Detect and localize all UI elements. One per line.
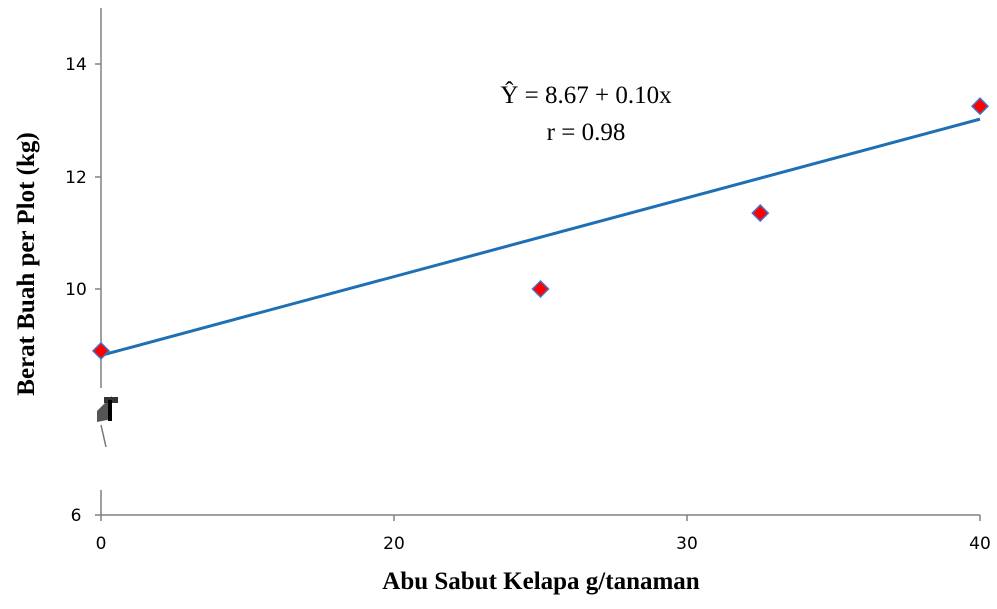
y-tick-label-14: 14 bbox=[65, 55, 87, 75]
x-tick-label-20: 20 bbox=[383, 534, 405, 554]
y-tick-label-12: 12 bbox=[65, 168, 87, 188]
x-axis-title: Abu Sabut Kelapa g/tanaman bbox=[382, 568, 700, 595]
data-point-30 bbox=[751, 204, 770, 223]
x-tick-labels: 0 20 30 40 bbox=[96, 534, 991, 554]
correlation-coefficient: r = 0.98 bbox=[547, 119, 626, 146]
axis-break-symbol bbox=[97, 396, 118, 448]
x-tick-label-30: 30 bbox=[676, 534, 698, 554]
data-point-20 bbox=[531, 279, 550, 299]
trendline bbox=[100, 117, 981, 357]
regression-equation: Ŷ = 8.67 + 0.10x bbox=[500, 81, 672, 109]
y-axis-title: Berat Buah per Plot (kg) bbox=[13, 132, 40, 395]
y-tick-label-10: 10 bbox=[65, 280, 87, 300]
x-tick-label-0: 0 bbox=[96, 534, 107, 554]
y-tick-labels: 6 10 12 14 bbox=[65, 55, 87, 526]
x-axis bbox=[100, 514, 981, 521]
data-point-40 bbox=[970, 97, 990, 116]
data-points bbox=[91, 97, 990, 360]
y-tick-label-6: 6 bbox=[71, 506, 82, 526]
y-axis bbox=[95, 8, 102, 516]
x-tick-label-40: 40 bbox=[969, 534, 991, 554]
data-point-0 bbox=[91, 341, 111, 360]
